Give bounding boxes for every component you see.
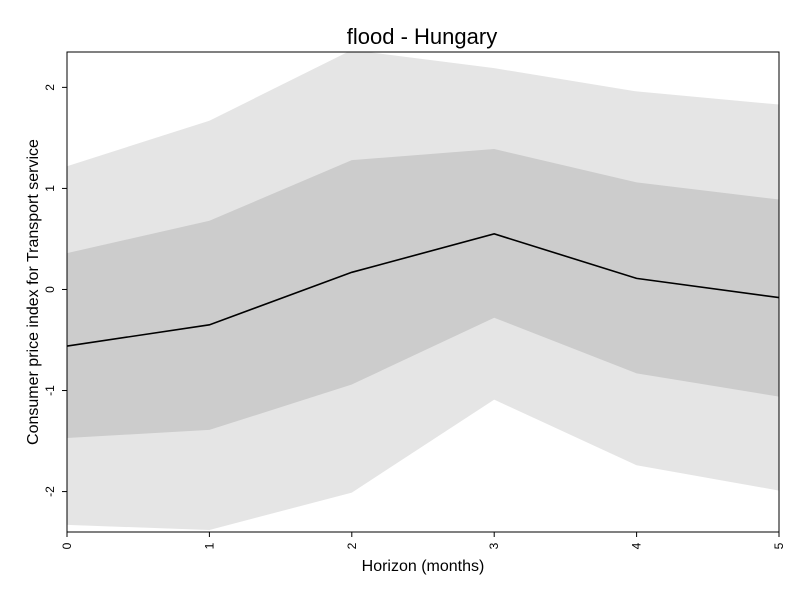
confidence-bands	[67, 52, 779, 530]
y-axis: -2 -1 0 1 2	[43, 84, 67, 497]
x-tick-label: 5	[772, 542, 786, 549]
plot-frame	[66, 51, 780, 533]
x-tick-label: 1	[202, 542, 216, 549]
x-tick-label: 2	[345, 542, 359, 549]
y-tick-label: -2	[43, 486, 57, 497]
x-tick-label: 0	[60, 542, 74, 549]
chart-title: flood - Hungary	[347, 24, 497, 49]
y-tick-label: 2	[43, 84, 57, 91]
series-lines	[67, 233, 779, 347]
y-tick-label: 1	[43, 185, 57, 192]
x-tick-label: 3	[487, 542, 501, 549]
series-line-1	[67, 233, 779, 347]
y-tick-label: 0	[43, 286, 57, 293]
x-axis-label: Horizon (months)	[362, 558, 485, 575]
confidence-band-2	[67, 149, 779, 439]
x-axis: 0 1 2 3 4 5	[60, 532, 786, 549]
x-tick-label: 4	[630, 542, 644, 549]
y-tick-label: -1	[43, 385, 57, 396]
y-axis-label: Consumer price index for Transport servi…	[25, 139, 42, 445]
